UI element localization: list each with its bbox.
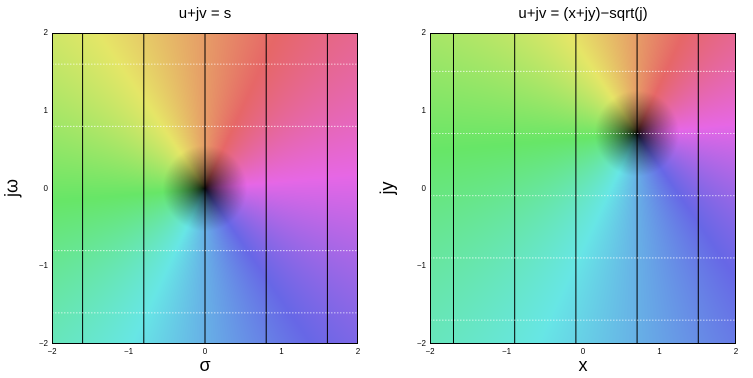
x-axis-label: x [578, 355, 588, 375]
y-tick-label: 2 [43, 28, 48, 37]
chart-title: u+jv = s [178, 5, 232, 22]
y-axis-label: jy [377, 181, 397, 195]
y-axis-label: jω [1, 178, 22, 198]
x-tick-label: −1 [123, 347, 134, 356]
x-axis-label: σ [199, 355, 211, 375]
y-tick-label: −1 [416, 261, 426, 271]
y-tick-label: −1 [38, 261, 48, 271]
plot-area: −2 −1 0 1 2 2 1 0 −1 −2 [39, 28, 360, 356]
x-tick-label: −2 [425, 347, 435, 356]
chart-title: u+jv = (x+jy)−sqrt(j) [518, 5, 648, 22]
x-tick-label: 2 [733, 347, 739, 356]
x-tick-label: 1 [657, 347, 662, 356]
y-tick-label: 2 [421, 28, 426, 37]
y-tick-label: 0 [421, 183, 426, 193]
x-tick-label: 2 [355, 347, 361, 356]
y-tick-label: 1 [43, 105, 48, 115]
y-tick-label: 1 [421, 105, 426, 115]
x-tick-label: −1 [501, 347, 512, 356]
x-tick-label: −2 [47, 347, 57, 356]
contour-lines-overlay [52, 33, 358, 344]
x-tick-label: 0 [580, 347, 586, 356]
domain-coloring-heatmap [430, 33, 736, 344]
contour-lines-overlay [430, 33, 736, 344]
x-tick-label: 1 [279, 347, 284, 356]
y-tick-label: −2 [38, 339, 48, 348]
plot-area: −2 −1 0 1 2 2 1 0 −1 −2 [417, 28, 738, 356]
y-tick-label: 0 [43, 183, 48, 193]
y-tick-label: −2 [416, 339, 426, 348]
x-tick-label: 0 [202, 347, 208, 356]
